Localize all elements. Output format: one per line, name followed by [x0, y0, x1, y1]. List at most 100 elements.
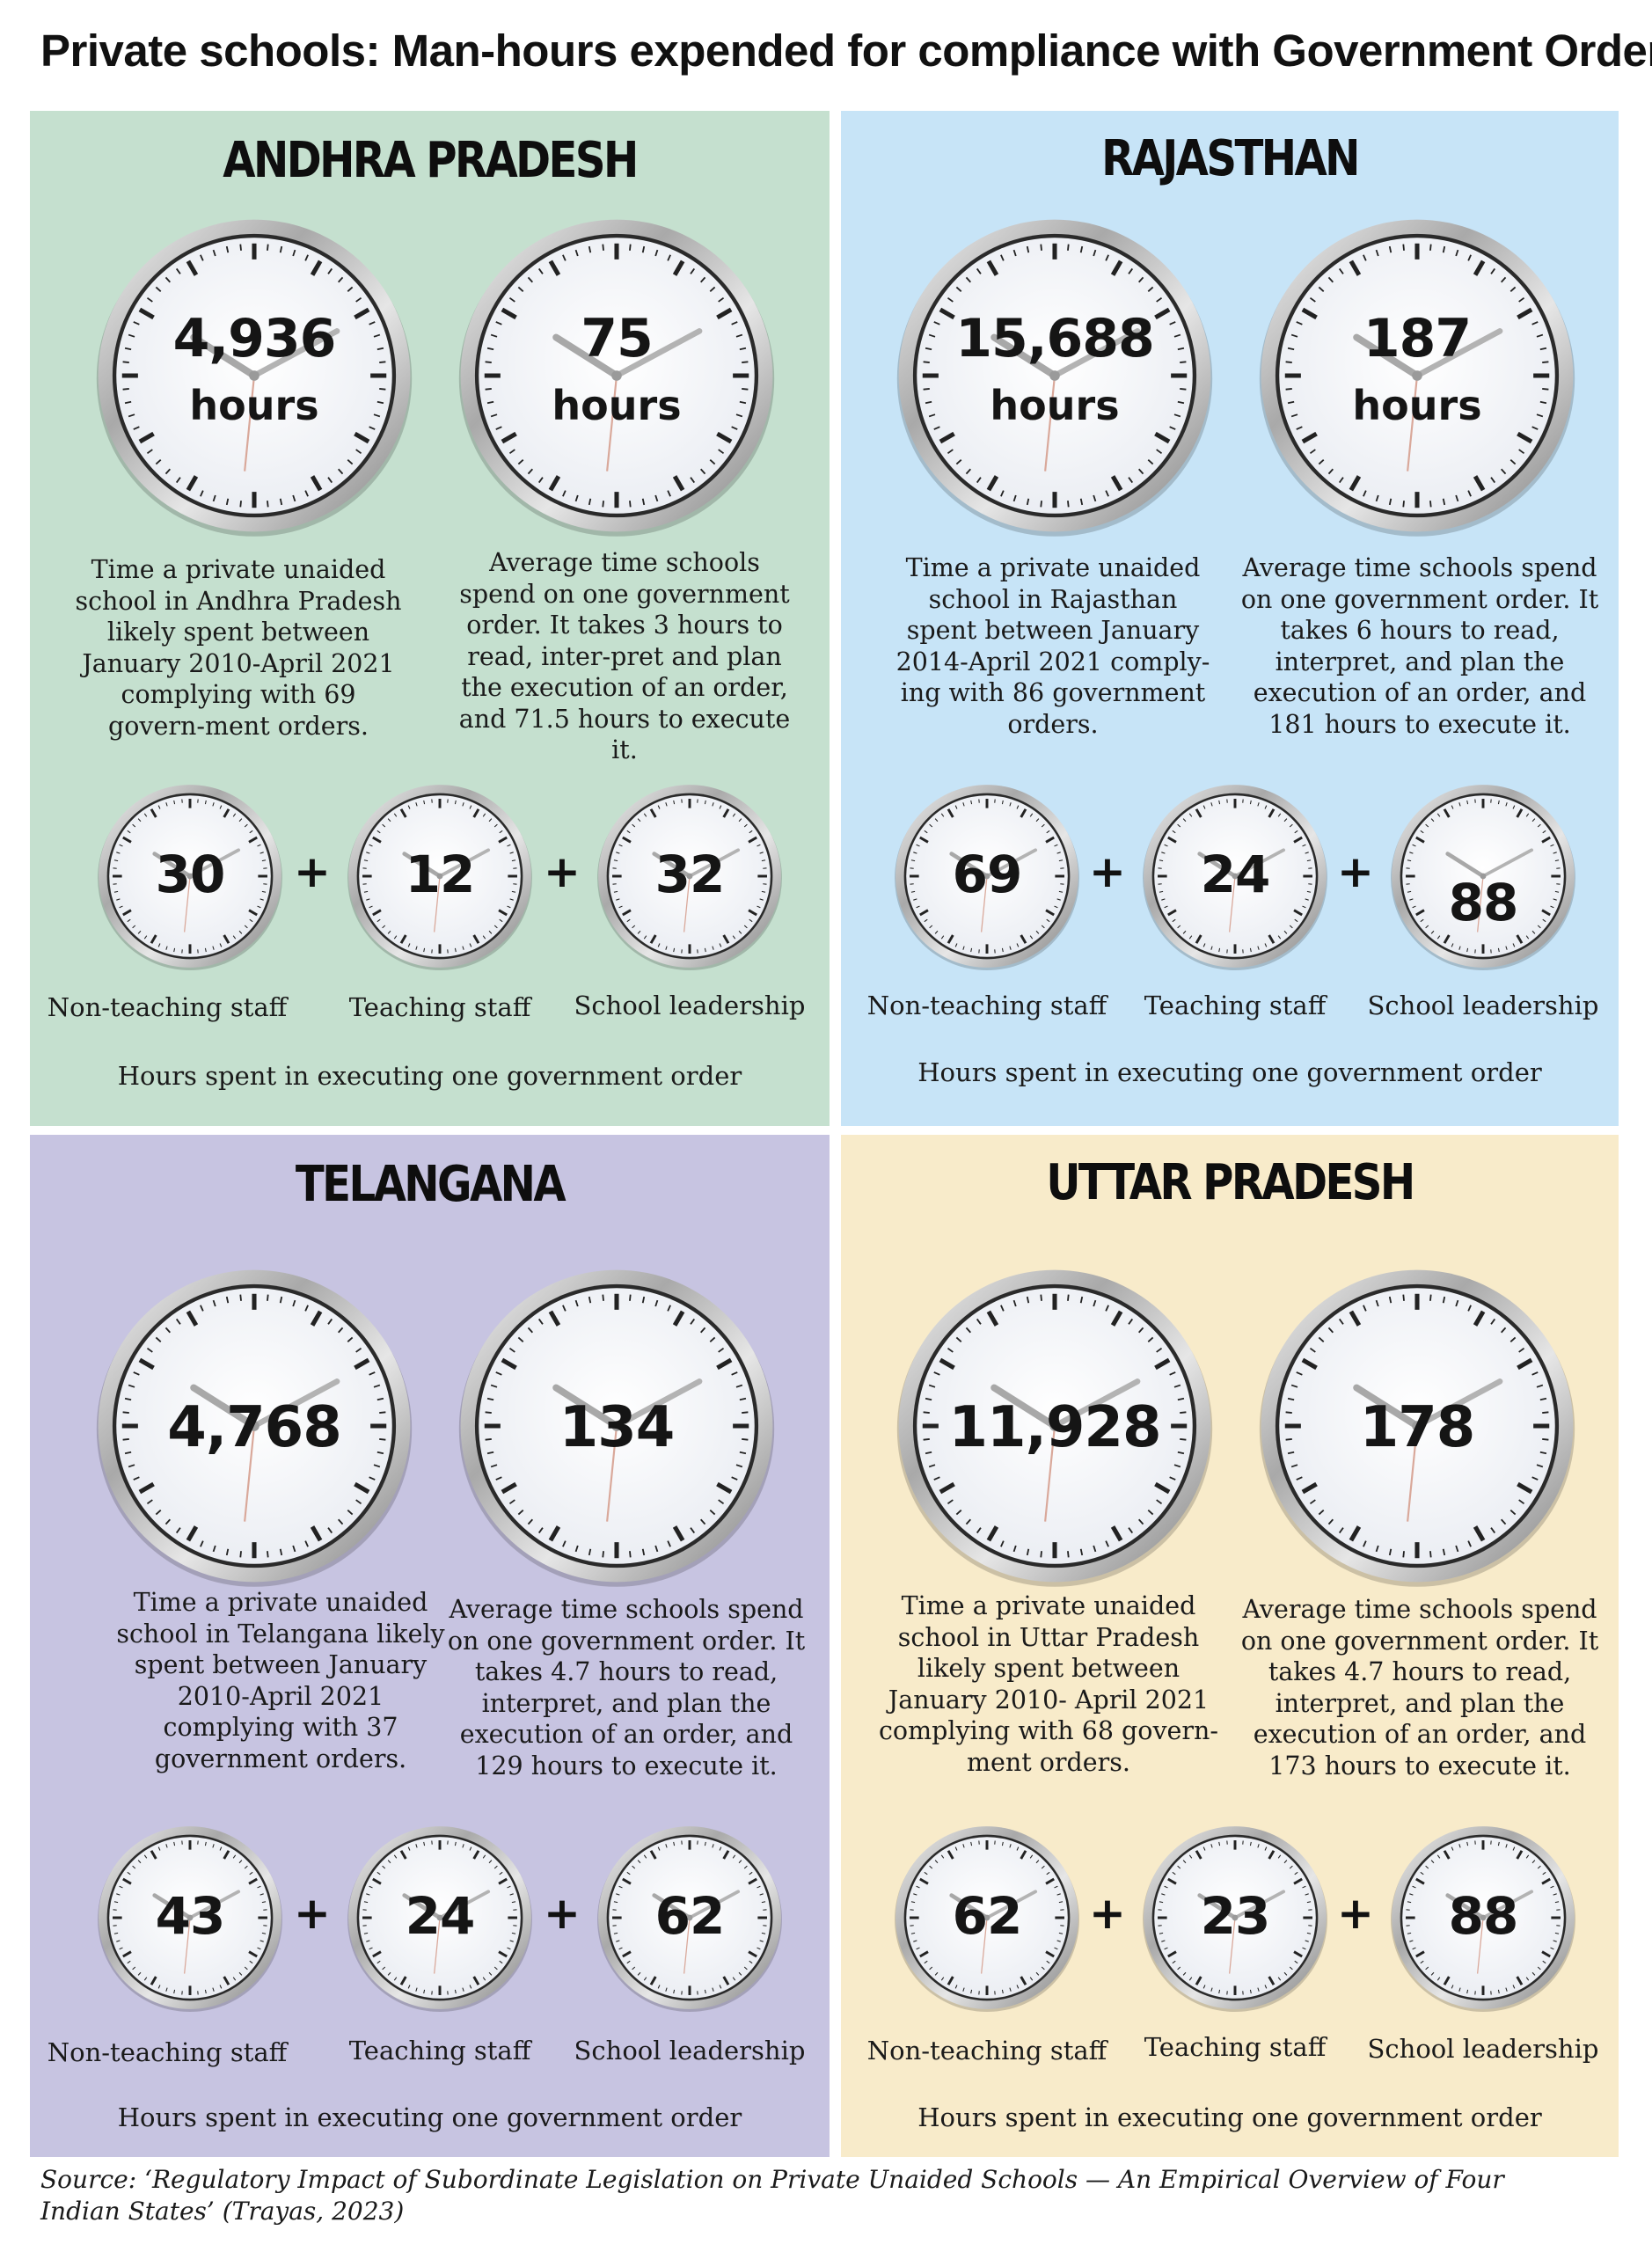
- clock-tick: [379, 1411, 386, 1414]
- clock-tick: [1407, 859, 1412, 862]
- clock-tick: [929, 1966, 933, 1970]
- minute-hand: [188, 848, 241, 878]
- clock-tick: [146, 449, 153, 455]
- plus-sign: +: [1089, 1888, 1126, 1939]
- leadership-hours-value: 88: [1448, 1886, 1519, 1946]
- clock-center: [611, 370, 622, 381]
- clock-tick: [1045, 1950, 1055, 1958]
- clock-tick: [239, 501, 242, 508]
- clock-tick: [186, 1525, 199, 1542]
- clock-tick: [1009, 1987, 1012, 1992]
- clock-tick: [537, 1527, 544, 1534]
- clock-tick: [626, 918, 631, 923]
- clock-tick: [157, 1846, 161, 1851]
- plus-sign: +: [1337, 846, 1374, 897]
- clock-tick: [933, 1371, 940, 1376]
- clock-face-icon: [1143, 1826, 1327, 2013]
- clock-tick: [382, 1865, 386, 1869]
- clock-tick: [376, 1451, 384, 1455]
- clock-tick: [1138, 1518, 1144, 1525]
- clock-tick: [742, 1411, 749, 1414]
- clock-tick: [1388, 245, 1393, 253]
- clock-tick: [517, 1336, 524, 1342]
- clock-tick: [626, 1960, 631, 1964]
- clock-tick: [1554, 1932, 1560, 1934]
- non-teaching-staff-clock: 62: [894, 1824, 1080, 2013]
- clock-tick: [462, 1987, 464, 1992]
- clock-tick: [1455, 494, 1459, 502]
- clock-tick: [1000, 490, 1005, 497]
- clock-tick: [1442, 1296, 1446, 1304]
- clock-tick: [939, 431, 955, 444]
- clock-tick: [122, 1411, 129, 1414]
- clock-tick: [1289, 1966, 1293, 1970]
- clock-tick: [1105, 490, 1109, 497]
- clock-tick: [929, 925, 933, 929]
- clock-tick: [739, 400, 747, 405]
- clock-tick: [1375, 494, 1379, 502]
- clock-tick: [1505, 1987, 1508, 1992]
- clock-tick: [1407, 1932, 1412, 1934]
- clock-tick: [157, 943, 161, 947]
- clock-tick: [1349, 475, 1362, 492]
- clock-tick: [1040, 1551, 1042, 1558]
- clock-tick: [1429, 501, 1432, 508]
- clock-tick: [372, 836, 382, 844]
- clock-tick: [132, 1865, 136, 1869]
- clock-tick: [248, 1950, 258, 1958]
- clock-tick: [622, 909, 632, 917]
- clock-tick: [743, 925, 748, 929]
- clock-tick: [347, 1510, 354, 1516]
- clock-tick: [667, 490, 671, 497]
- panel-telangana: TELANGANA 4,768 134 Time a private unaid…: [30, 1135, 830, 2157]
- clock-tick: [1296, 321, 1303, 325]
- minute-hand: [985, 1890, 1038, 1919]
- clock-tick: [279, 1296, 283, 1304]
- clock-tick: [1458, 1844, 1461, 1848]
- clock-tick: [338, 1327, 344, 1334]
- clock-tick: [672, 475, 685, 492]
- clock-tick: [382, 925, 386, 929]
- clock-tick: [249, 1960, 253, 1964]
- clock-tick: [399, 1976, 407, 1985]
- clock-tick: [462, 802, 464, 807]
- clock-tick: [212, 1987, 215, 1992]
- clock-tick: [415, 946, 418, 950]
- school-leadership-label: School leadership: [1367, 991, 1599, 1020]
- clock-tick: [393, 1977, 398, 1981]
- clock-tick: [548, 1310, 561, 1327]
- clock-tick: [212, 1545, 216, 1553]
- clock-tick: [1016, 1846, 1020, 1851]
- clock-tick: [1249, 1841, 1252, 1846]
- average-hours-value: 178: [1359, 1395, 1476, 1460]
- clock-tick: [1466, 1989, 1469, 1994]
- clock-tick: [1451, 943, 1454, 947]
- clock-tick: [376, 1397, 384, 1401]
- clock-tick: [225, 245, 230, 253]
- non-teaching-staff-label: Non-teaching staff: [866, 991, 1107, 1020]
- clock-tick: [1501, 276, 1507, 283]
- clock-tick: [641, 1296, 646, 1304]
- minute-hand: [438, 1890, 491, 1919]
- clock-tick: [1542, 1871, 1546, 1875]
- panel-andhra-pradesh: ANDHRA PRADESH 4,936 hours 75 hours Time…: [30, 111, 830, 1126]
- non-teaching-staff-label: Non-teaching staff: [47, 2037, 288, 2067]
- clock-tick: [363, 859, 369, 862]
- clock-tick: [947, 1850, 954, 1860]
- clock-tick: [709, 1336, 716, 1342]
- clock-tick: [372, 1950, 382, 1958]
- clock-tick: [672, 260, 685, 276]
- clock-tick: [1001, 800, 1004, 805]
- clock-tick: [632, 823, 636, 828]
- total-hours-value: 4,936: [172, 308, 337, 369]
- clock-tick: [527, 1327, 533, 1334]
- clock-tick: [1327, 1518, 1334, 1525]
- hour-hand: [402, 1893, 442, 1920]
- clock-tick: [508, 449, 515, 455]
- clock-tick: [1156, 296, 1163, 303]
- clock-tick: [672, 1310, 685, 1327]
- clock-tick: [718, 449, 725, 455]
- clock-tick: [1497, 1841, 1500, 1846]
- clock-tick: [1436, 1977, 1441, 1981]
- clock-tick: [1541, 1877, 1551, 1885]
